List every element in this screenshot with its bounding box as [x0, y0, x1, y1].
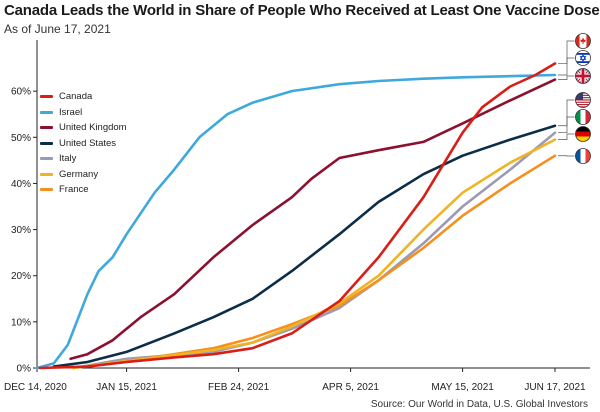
flag-band: [575, 109, 581, 125]
flag-outline: [575, 126, 591, 142]
legend-item-germany: Germany: [40, 167, 127, 183]
series-line-germany: [72, 138, 557, 370]
chart-legend: Canada Israel United Kingdom United Stat…: [40, 89, 127, 198]
chart-title: Canada Leads the World in Share of Peopl…: [4, 2, 600, 19]
flag-band: [575, 136, 591, 142]
us-flag-icon-body: [575, 92, 591, 108]
y-tick-label: 50%: [11, 133, 31, 144]
series-line-israel: [35, 73, 557, 370]
flag-band: [575, 131, 591, 137]
flag-stripe: [575, 106, 591, 108]
flag-stripe: [575, 101, 591, 103]
italy-flag-icon-body: [575, 109, 591, 125]
italy-flag-icon: [575, 109, 591, 125]
x-tick-label: APR 5, 2021: [322, 382, 379, 393]
legend-swatch-united-states: [40, 141, 53, 145]
x-tick-label: JAN 15, 2021: [96, 382, 157, 393]
israel-flag-icon: [575, 50, 591, 66]
legend-swatch-germany: [40, 172, 53, 176]
legend-item-united-states: United States: [40, 136, 127, 152]
legend-swatch-france: [40, 188, 53, 192]
uk-flag-icon-body: [575, 68, 591, 84]
y-tick-label: 40%: [11, 179, 31, 190]
legend-label-france: France: [59, 184, 89, 196]
flag-connector: [558, 116, 575, 134]
x-tick-label: JUN 17, 2021: [524, 382, 586, 393]
flag-band: [575, 33, 580, 49]
flag-band: [575, 148, 581, 164]
series-line-united-states: [52, 124, 557, 368]
flag-outline: [575, 50, 591, 66]
israel-flag-icon-body: [575, 50, 591, 66]
flag-outline: [575, 109, 591, 125]
star-of-david: [579, 54, 587, 62]
legend-item-italy: Italy: [40, 151, 127, 167]
legend-label-united-states: United States: [59, 137, 117, 149]
x-tick-label: FEB 24, 2021: [208, 382, 270, 393]
flag-band: [575, 126, 591, 132]
legend-item-france: France: [40, 182, 127, 198]
source-note: Source: Our World in Data, U.S. Global I…: [370, 399, 588, 410]
flag-connector: [558, 57, 575, 76]
flag-connector: [558, 133, 575, 140]
legend-item-israel: Israel: [40, 105, 127, 121]
flag-outline: [575, 92, 591, 108]
legend-swatch-canada: [40, 95, 53, 99]
flag-band: [575, 53, 591, 55]
legend-label-israel: Israel: [59, 106, 83, 118]
chart-subtitle: As of June 17, 2021: [4, 22, 111, 36]
france-flag-icon: [575, 148, 591, 164]
flag-connector: [558, 99, 575, 127]
legend-swatch-united-kingdom: [40, 126, 53, 130]
flag-stripe: [575, 104, 591, 106]
flag-band: [585, 148, 591, 164]
legend-swatch-italy: [40, 157, 53, 161]
canada-flag-icon: [575, 33, 591, 49]
flag-band: [580, 148, 586, 164]
flag-outline: [575, 68, 591, 84]
flag-connector: [558, 40, 575, 64]
series-line-united-kingdom: [69, 78, 557, 361]
flag-outline: [575, 33, 591, 49]
germany-flag-icon: [575, 126, 591, 142]
canada-flag-icon-body: [575, 33, 591, 49]
y-tick-label: 60%: [11, 87, 31, 98]
legend-label-united-kingdom: United Kingdom: [59, 122, 127, 134]
legend-item-united-kingdom: United Kingdom: [40, 120, 127, 136]
flag-canton: [575, 92, 583, 100]
legend-item-canada: Canada: [40, 89, 127, 105]
legend-swatch-israel: [40, 110, 53, 114]
legend-label-italy: Italy: [59, 153, 77, 165]
maple-leaf: [580, 37, 586, 44]
flag-band: [585, 109, 591, 125]
legend-label-canada: Canada: [59, 91, 93, 103]
y-tick-label: 10%: [11, 317, 31, 328]
france-flag-icon-body: [575, 148, 591, 164]
germany-flag-icon-body: [575, 126, 591, 142]
y-tick-label: 20%: [11, 271, 31, 282]
flag-band: [575, 61, 591, 63]
us-flag-icon: [575, 92, 591, 108]
flag-connector: [558, 75, 575, 80]
uk-flag-icon: [575, 68, 591, 84]
flag-cross-red: [575, 74, 591, 78]
x-tick-label: DEC 14, 2020: [4, 382, 67, 393]
series-line-italy: [72, 131, 557, 370]
series-line-canada: [38, 62, 557, 370]
flag-band: [580, 109, 586, 125]
y-tick-label: 30%: [11, 225, 31, 236]
series-line-france: [72, 154, 557, 370]
flag-outline: [575, 148, 591, 164]
flag-band: [586, 33, 591, 49]
x-tick-label: MAY 15, 2021: [431, 382, 494, 393]
y-tick-label: 0%: [17, 364, 32, 375]
legend-label-germany: Germany: [59, 168, 99, 180]
